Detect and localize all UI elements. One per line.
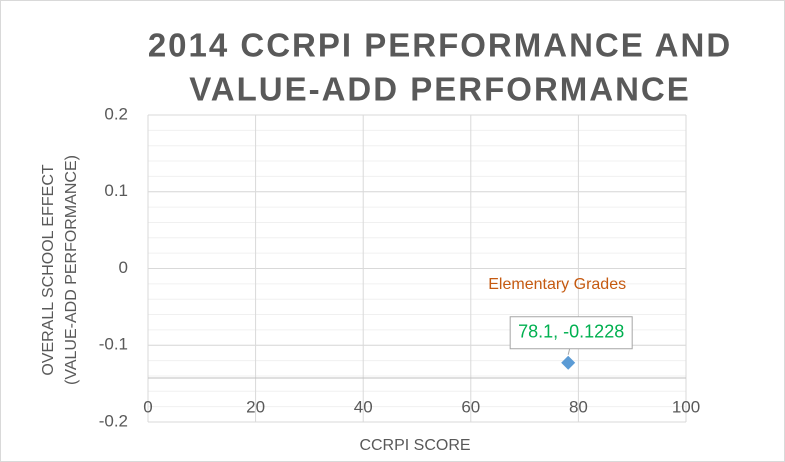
y-tick-label: 0.2 (104, 104, 128, 123)
y-tick-label: -0.2 (99, 411, 128, 430)
chart-title: 2014 CCRPI PERFORMANCE AND (148, 27, 732, 64)
y-axis-label: (VALUE-ADD PERFORMANCE) (63, 155, 80, 385)
data-label: 78.1, -0.1228 (518, 321, 624, 341)
y-tick-label: 0 (119, 258, 128, 277)
x-tick-label: 100 (672, 397, 700, 416)
series-name: Elementary Grades (488, 276, 626, 293)
y-tick-label: 0.1 (104, 181, 128, 200)
x-tick-label: 0 (143, 397, 152, 416)
x-tick-label: 60 (461, 397, 480, 416)
x-axis-label: CCRPI SCORE (359, 437, 470, 454)
x-tick-label: 40 (354, 397, 373, 416)
chart-title: VALUE-ADD PERFORMANCE (189, 71, 691, 108)
point (561, 355, 576, 370)
data-label-box (509, 316, 633, 350)
x-tick-label: 80 (569, 397, 588, 416)
x-tick-label: 20 (246, 397, 265, 416)
y-tick-label: -0.1 (99, 335, 128, 354)
y-axis-label: OVERALL SCHOOL EFFECT (40, 164, 57, 376)
